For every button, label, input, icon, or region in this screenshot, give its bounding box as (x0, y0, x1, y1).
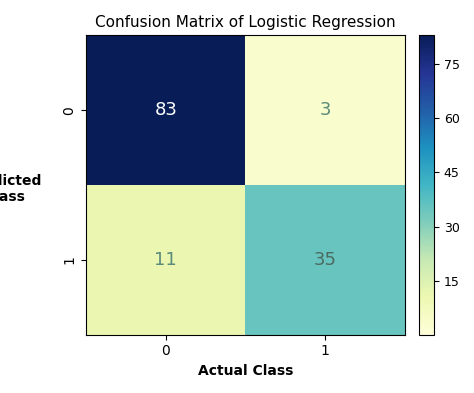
Text: 3: 3 (319, 101, 331, 119)
Text: 11: 11 (155, 251, 177, 269)
Text: 83: 83 (155, 101, 177, 119)
X-axis label: Actual Class: Actual Class (198, 364, 293, 378)
Title: Confusion Matrix of Logistic Regression: Confusion Matrix of Logistic Regression (95, 15, 396, 30)
Text: Predicted
Class: Predicted Class (0, 174, 43, 204)
Text: 35: 35 (314, 251, 337, 269)
